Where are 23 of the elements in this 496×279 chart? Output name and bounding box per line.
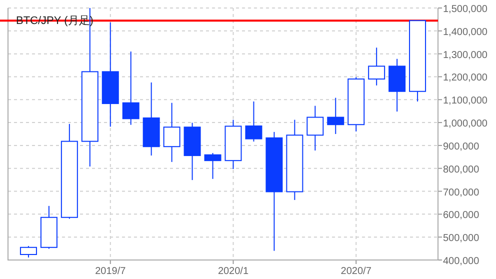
y-tick-label: 1,300,000 — [443, 50, 488, 61]
candlestick — [163, 102, 180, 162]
y-tick-label: 1,200,000 — [443, 72, 488, 84]
candlestick — [20, 246, 37, 258]
x-tick-label: 2020/1 — [218, 266, 249, 277]
y-tick-label: 600,000 — [443, 210, 480, 222]
x-tick-label: 2019/7 — [95, 266, 126, 277]
x-tick-label: 2020/7 — [340, 266, 372, 277]
candlestick — [204, 152, 222, 180]
y-tick-label: 1,400,000 — [443, 26, 488, 38]
y-tick-label: 700,000 — [443, 187, 480, 198]
y-tick-label: 1,500,000 — [443, 4, 488, 15]
y-tick-label: 400,000 — [443, 256, 480, 267]
candlestick — [122, 51, 140, 126]
candlestick — [245, 100, 262, 142]
y-tick-label: 1,000,000 — [443, 118, 488, 130]
candlestick — [327, 97, 344, 134]
candlestick — [306, 105, 324, 151]
y-tick-label: 900,000 — [443, 141, 480, 152]
y-tick-label: 500,000 — [443, 233, 480, 244]
y-tick-label: 1,100,000 — [443, 96, 488, 107]
y-tick-label: 800,000 — [443, 164, 480, 176]
candlestick — [368, 47, 386, 86]
